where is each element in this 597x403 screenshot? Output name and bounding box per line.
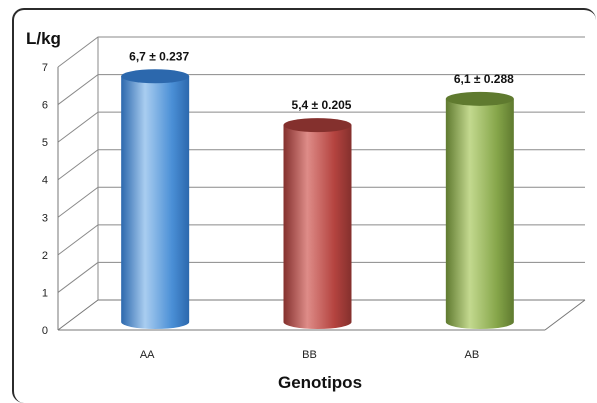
y-tick-labels: 0 1 2 3 4 5 6 7 (42, 62, 48, 337)
x-axis-label: Genotipos (278, 373, 362, 392)
bar-top (283, 118, 352, 133)
y-tick-label: 0 (42, 325, 48, 337)
bar-top (121, 69, 190, 84)
bar-top (445, 91, 514, 106)
x-tick-label: AB (464, 349, 479, 361)
bar-body (283, 125, 352, 330)
y-tick-label: 7 (42, 62, 48, 74)
bar-bb (283, 118, 352, 330)
x-tick-label: BB (302, 349, 317, 361)
bar-body (445, 98, 514, 329)
data-labels: 6,7 ± 0.237 5,4 ± 0.205 6,1 ± 0.288 (129, 49, 514, 112)
data-label: 5,4 ± 0.205 (292, 98, 352, 112)
y-axis-label: L/kg (26, 29, 61, 48)
y-tick-label: 1 (42, 287, 48, 299)
y-tick-label: 6 (42, 100, 48, 112)
y-tick-label: 4 (42, 175, 48, 187)
floor-right-edge (544, 299, 586, 331)
x-tick-labels: AA BB AB (140, 349, 479, 361)
bar-ab (445, 91, 514, 329)
bars (121, 69, 514, 330)
y-tick-label: 2 (42, 250, 48, 262)
chart-frame (12, 8, 596, 403)
data-label: 6,7 ± 0.237 (129, 49, 189, 63)
y-tick-label: 5 (42, 137, 48, 149)
y-tick-label: 3 (42, 212, 48, 224)
bar-body (121, 76, 190, 330)
data-label: 6,1 ± 0.288 (454, 72, 514, 86)
axes (57, 37, 586, 331)
x-tick-label: AA (140, 349, 155, 361)
bar-aa (121, 69, 190, 330)
